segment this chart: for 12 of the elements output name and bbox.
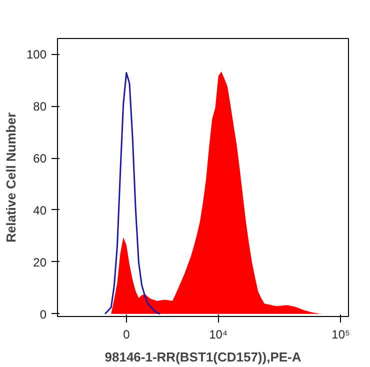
x-tick-label: 10⁵	[332, 328, 350, 342]
line-series	[104, 72, 161, 315]
y-tick-label: 0	[40, 307, 47, 322]
y-axis-title: Relative Cell Number	[3, 112, 18, 243]
x-tick-label: 0	[123, 328, 130, 342]
y-tick-label: 80	[33, 100, 47, 114]
y-tick-label: 100	[26, 48, 47, 62]
y-tick-label: 60	[33, 152, 47, 166]
x-axis-title: 98146-1-RR(BST1(CD157)),PE-A	[104, 350, 302, 364]
y-tick-label: 40	[33, 203, 47, 218]
x-tick-label: 10⁴	[209, 328, 228, 342]
y-tick-label: 20	[33, 255, 47, 270]
